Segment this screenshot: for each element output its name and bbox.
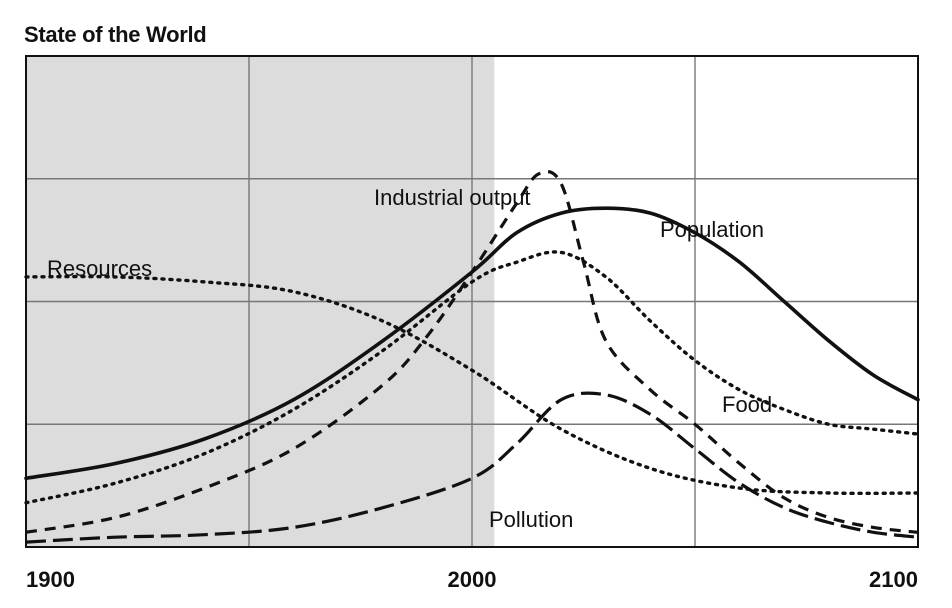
series-line-population xyxy=(24,206,920,481)
x-axis-ticks: 1900 2000 2100 xyxy=(26,567,918,592)
annotation-resources: Resources xyxy=(47,256,152,281)
x-tick-label: 2000 xyxy=(448,567,497,592)
annotation-industrial-output: Industrial output xyxy=(374,185,531,210)
series-group xyxy=(24,170,920,544)
chart-title: State of the World xyxy=(24,22,207,47)
annotation-pollution: Pollution xyxy=(489,507,573,532)
grid-lines xyxy=(26,56,918,547)
series-line-resources xyxy=(24,274,920,496)
annotation-food: Food xyxy=(722,392,772,417)
plot-border xyxy=(25,55,919,548)
series-line-food xyxy=(24,250,920,505)
annotations: Industrial output Population Resources Food… xyxy=(47,185,772,532)
x-tick-label: 1900 xyxy=(26,567,75,592)
annotation-population: Population xyxy=(660,217,764,242)
series-line-pollution xyxy=(25,391,919,544)
x-tick-label: 2100 xyxy=(869,567,918,592)
